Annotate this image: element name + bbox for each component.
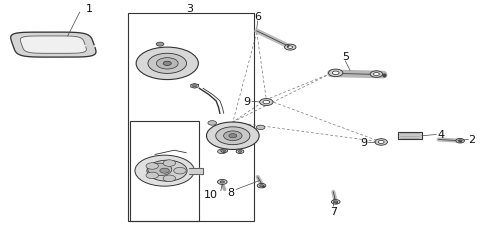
Polygon shape (191, 84, 198, 89)
Circle shape (208, 121, 216, 126)
Circle shape (163, 175, 176, 182)
Circle shape (217, 150, 226, 154)
Circle shape (334, 201, 337, 203)
Circle shape (135, 156, 194, 186)
Circle shape (216, 127, 250, 145)
Bar (130, 121, 199, 221)
Circle shape (288, 47, 293, 49)
Text: 4: 4 (437, 130, 444, 140)
Circle shape (192, 86, 196, 87)
Text: 8: 8 (227, 187, 234, 197)
Text: 1: 1 (86, 4, 93, 14)
Circle shape (260, 99, 273, 106)
Circle shape (163, 62, 171, 66)
Circle shape (147, 160, 187, 182)
Circle shape (375, 139, 387, 146)
Text: 7: 7 (330, 206, 337, 216)
Circle shape (146, 163, 158, 170)
Text: 9: 9 (244, 96, 251, 106)
Circle shape (331, 200, 340, 204)
Polygon shape (20, 37, 86, 54)
Circle shape (156, 58, 178, 70)
Bar (128, 14, 254, 221)
Circle shape (136, 48, 198, 80)
Circle shape (370, 72, 383, 78)
Circle shape (146, 172, 158, 179)
Circle shape (206, 122, 259, 150)
Circle shape (256, 126, 265, 130)
Text: 2: 2 (468, 135, 476, 145)
Circle shape (148, 54, 187, 74)
Circle shape (236, 150, 244, 154)
Polygon shape (189, 168, 203, 174)
Circle shape (458, 140, 462, 142)
Circle shape (332, 72, 339, 75)
Circle shape (156, 43, 164, 47)
Circle shape (229, 134, 237, 138)
Text: 9: 9 (360, 138, 367, 147)
Polygon shape (398, 133, 422, 140)
Circle shape (174, 168, 186, 174)
Circle shape (456, 139, 465, 143)
Circle shape (223, 150, 226, 152)
Text: 10: 10 (204, 190, 218, 200)
Circle shape (221, 149, 228, 153)
Circle shape (220, 181, 225, 183)
Circle shape (373, 73, 379, 76)
Circle shape (148, 164, 172, 176)
Text: 6: 6 (254, 12, 261, 22)
Circle shape (285, 45, 296, 51)
Polygon shape (11, 33, 96, 58)
Circle shape (224, 132, 242, 141)
Circle shape (257, 184, 266, 188)
Circle shape (378, 141, 384, 144)
Circle shape (160, 168, 169, 173)
Text: 3: 3 (186, 4, 193, 14)
Circle shape (260, 185, 264, 187)
Circle shape (238, 151, 242, 153)
Text: 5: 5 (342, 52, 349, 62)
Circle shape (263, 101, 270, 104)
Circle shape (328, 70, 343, 77)
Circle shape (163, 160, 176, 167)
Circle shape (217, 180, 227, 185)
